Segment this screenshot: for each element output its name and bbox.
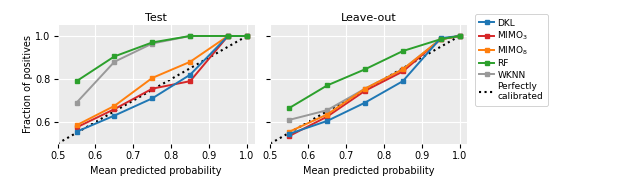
MIMO$_3$ [437,38,445,40]
Line: WKNN: WKNN [74,34,250,105]
MIMO$_3$ [186,80,194,82]
MIMO$_8$ [361,87,369,90]
MIMO$_8$ [186,61,194,63]
RF [399,50,406,52]
WKNN [361,87,369,90]
MIMO$_8$ [437,38,445,40]
MIMO$_3$ [323,115,331,118]
RF [111,55,118,58]
Line: DKL: DKL [287,34,462,136]
MIMO$_8$ [111,105,118,107]
RF [73,80,81,82]
DKL [323,120,331,122]
DKL [437,37,445,39]
WKNN [456,35,463,37]
RF [323,84,331,87]
DKL [111,114,118,117]
MIMO$_8$ [243,35,251,37]
WKNN [186,35,194,37]
Line: RF: RF [74,34,250,84]
MIMO$_3$ [73,126,81,129]
MIMO$_3$ [285,135,293,137]
MIMO$_8$ [285,131,293,133]
WKNN [224,35,232,37]
Line: MIMO$_3$: MIMO$_3$ [287,34,462,139]
MIMO$_8$ [399,68,406,70]
DKL [224,35,232,37]
MIMO$_3$ [243,35,251,37]
MIMO$_8$ [73,124,81,126]
MIMO$_8$ [148,77,156,79]
WKNN [243,35,251,37]
WKNN [285,119,293,121]
WKNN [111,61,118,63]
WKNN [437,38,445,40]
Line: DKL: DKL [74,34,250,134]
DKL [148,97,156,100]
DKL [456,35,463,37]
DKL [361,101,369,104]
DKL [186,74,194,76]
WKNN [148,42,156,45]
RF [243,35,251,37]
DKL [243,35,251,37]
RF [148,41,156,44]
MIMO$_3$ [399,70,406,73]
Line: MIMO$_8$: MIMO$_8$ [287,34,462,134]
WKNN [73,101,81,104]
Line: RF: RF [287,34,462,111]
RF [437,38,445,40]
MIMO$_3$ [148,87,156,90]
RF [285,107,293,109]
Line: MIMO$_3$: MIMO$_3$ [74,34,250,130]
MIMO$_8$ [456,35,463,37]
X-axis label: Mean predicted probability: Mean predicted probability [90,166,222,176]
Y-axis label: Fraction of positives: Fraction of positives [22,35,33,133]
Line: MIMO$_8$: MIMO$_8$ [74,34,250,128]
DKL [285,133,293,135]
Title: Leave-out: Leave-out [341,13,397,23]
MIMO$_3$ [361,90,369,92]
RF [186,35,194,37]
WKNN [323,109,331,111]
Line: WKNN: WKNN [287,34,462,122]
WKNN [399,68,406,70]
X-axis label: Mean predicted probability: Mean predicted probability [303,166,435,176]
DKL [399,80,406,82]
MIMO$_8$ [323,113,331,116]
MIMO$_3$ [224,35,232,37]
RF [224,35,232,37]
Title: Test: Test [145,13,167,23]
RF [456,35,463,37]
MIMO$_8$ [224,35,232,37]
Legend: DKL, MIMO$_3$, MIMO$_8$, RF, WKNN, Perfectly
calibrated: DKL, MIMO$_3$, MIMO$_8$, RF, WKNN, Perfe… [475,14,548,106]
DKL [73,131,81,133]
MIMO$_3$ [111,108,118,110]
MIMO$_3$ [456,35,463,37]
RF [361,68,369,70]
